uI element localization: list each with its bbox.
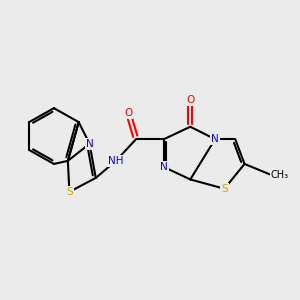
- Text: N: N: [160, 162, 168, 172]
- Text: N: N: [211, 134, 219, 144]
- Text: O: O: [186, 95, 194, 105]
- Text: N: N: [86, 139, 93, 149]
- Text: NH: NH: [108, 156, 124, 166]
- Text: O: O: [124, 108, 132, 118]
- Text: CH₃: CH₃: [271, 170, 289, 180]
- Text: S: S: [221, 184, 228, 194]
- Text: S: S: [66, 187, 73, 197]
